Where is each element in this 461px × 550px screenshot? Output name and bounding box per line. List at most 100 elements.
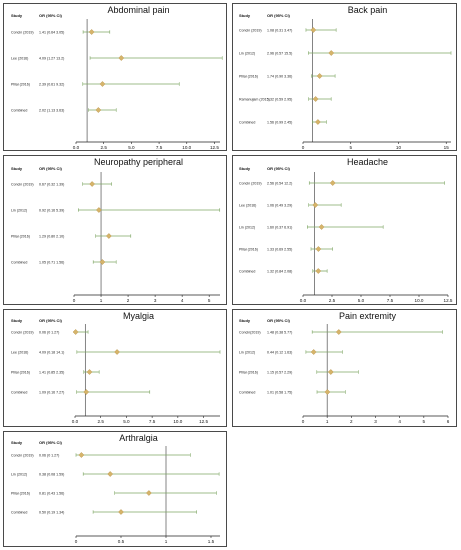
panel-title: Neuropathy peripheral <box>94 157 183 167</box>
panel-abdominal-pain: Abdominal pain Study OR (95% CI) Concin (20… <box>3 3 227 151</box>
study-label: Combined <box>239 120 255 124</box>
x-tick-label: 4 <box>398 419 401 424</box>
or-ci-label: 0.50 (0.19 1.34) <box>39 510 64 514</box>
study-label: Pillai (2016) <box>11 234 30 238</box>
point-estimate-diamond <box>315 268 322 274</box>
column-header-or: OR (95% CI) <box>267 166 291 171</box>
column-header-or: OR (95% CI) <box>267 13 291 18</box>
point-estimate-diamond <box>315 119 321 125</box>
point-estimate-diamond <box>118 509 124 515</box>
x-tick-label: 0.0 <box>73 145 80 150</box>
x-tick-label: 7.5 <box>156 145 163 150</box>
panel-headache: Headache Study OR (95% CI) Concin (2019) 2.5… <box>232 155 457 305</box>
or-ci-label: 0.67 (0.32 1.39) <box>39 182 64 186</box>
or-ci-label: 1.41 (0.85 2.35) <box>39 370 64 374</box>
x-tick-label: 3 <box>374 419 377 424</box>
point-estimate-diamond <box>88 29 95 35</box>
or-ci-label: 0.06 (0 1.27) <box>39 453 59 457</box>
column-header-or: OR (95% CI) <box>39 166 63 171</box>
forest-plot-headache: Headache Study OR (95% CI) Concin (2019) 2.5… <box>239 157 453 303</box>
study-label: Combined <box>239 390 255 394</box>
x-tick-label: 2.5 <box>98 419 105 424</box>
or-ci-label: 1.60 (0.37 6.91) <box>267 225 292 229</box>
x-tick-label: 5.0 <box>123 419 130 424</box>
point-estimate-diamond <box>312 96 319 102</box>
or-ci-label: 1.33 (0.69 2.55) <box>267 247 292 251</box>
study-label: Concin (2019) <box>11 30 34 34</box>
study-label: Combined <box>11 390 27 394</box>
or-ci-label: 2.39 (0.61 9.32) <box>39 82 64 86</box>
or-ci-label: 2.02 (1.13 3.63) <box>39 108 64 112</box>
point-estimate-diamond <box>99 81 106 87</box>
point-estimate-diamond <box>105 233 112 239</box>
study-label: Combined <box>11 260 27 264</box>
point-estimate-diamond <box>318 224 325 230</box>
point-estimate-diamond <box>89 181 95 187</box>
or-ci-label: 1.29 (0.80 2.10) <box>39 234 64 238</box>
x-tick-label: 7.5 <box>149 419 156 424</box>
or-ci-label: 1.48 (0.38 5.77) <box>267 330 292 334</box>
or-ci-label: 1.32 (0.59 2.95) <box>267 97 292 101</box>
point-estimate-diamond <box>95 107 102 113</box>
study-label: Lin (2012) <box>11 472 27 476</box>
forest-plot-neuropathy-peripheral: Neuropathy peripheral Study OR (95% CI) Con… <box>11 157 221 303</box>
or-ci-label: 0.38 (0.08 1.59) <box>39 472 64 476</box>
or-ci-label: 1.41 (0.64 3.05) <box>39 30 64 34</box>
point-estimate-diamond <box>316 73 323 79</box>
x-tick-label: 0 <box>75 539 78 544</box>
column-header-study: Study <box>239 318 251 323</box>
study-label: Combined <box>11 510 27 514</box>
study-label: Lin (2012) <box>239 225 255 229</box>
or-ci-label: 1.08 (0.31 3.47) <box>267 28 292 32</box>
column-header-or: OR (95% CI) <box>39 13 63 18</box>
or-ci-label: 1.74 (0.90 3.36) <box>267 74 292 78</box>
forest-plot-pain-extremity: Pain extremity Study OR (95% CI) Concin(201… <box>239 311 450 424</box>
or-ci-label: 1.01 (0.58 1.75) <box>267 390 292 394</box>
x-tick-label: 5.0 <box>358 298 365 303</box>
or-ci-label: 1.56 (0.99 2.45) <box>267 120 292 124</box>
x-tick-label: 2 <box>127 298 130 303</box>
point-estimate-diamond <box>118 55 125 61</box>
or-ci-label: 1.09 (0.16 7.27) <box>39 390 64 394</box>
x-tick-label: 7.5 <box>387 298 394 303</box>
x-tick-label: 1 <box>326 419 329 424</box>
point-estimate-diamond <box>78 452 85 458</box>
point-estimate-diamond <box>83 389 90 395</box>
point-estimate-diamond <box>72 329 79 335</box>
study-label: Concin (2019) <box>239 181 262 185</box>
or-ci-label: 2.96 (0.57 15.5) <box>267 51 292 55</box>
forest-plot-arthralgia: Arthralgia Study OR (95% CI) Concin (2019) 0… <box>11 433 220 544</box>
x-tick-label: 1 <box>165 539 168 544</box>
study-label: Pillai (2016) <box>11 370 30 374</box>
point-estimate-diamond <box>86 369 93 375</box>
or-ci-label: 1.06 (0.49 3.29) <box>267 203 292 207</box>
point-estimate-diamond <box>312 202 319 208</box>
x-tick-label: 2 <box>350 419 353 424</box>
point-estimate-diamond <box>324 389 331 395</box>
x-tick-label: 10.0 <box>182 145 191 150</box>
column-header-or: OR (95% CI) <box>267 318 291 323</box>
or-ci-label: 1.15 (0.57 2.29) <box>267 370 292 374</box>
forest-plot-myalgia: Myalgia Study OR (95% CI) Concin (2019) 0.06… <box>11 311 221 424</box>
x-tick-label: 2.5 <box>329 298 336 303</box>
point-estimate-diamond <box>310 349 317 355</box>
or-ci-label: 1.32 (0.84 2.08) <box>267 269 292 273</box>
forest-plot-back-pain: Back pain Study OR (95% CI) Concin (2019) 1.… <box>239 5 452 150</box>
point-estimate-diamond <box>329 180 336 186</box>
x-tick-label: 1.5 <box>208 539 215 544</box>
x-tick-label: 12.5 <box>444 298 453 303</box>
x-tick-label: 5 <box>423 419 426 424</box>
panel-arthralgia: Arthralgia Study OR (95% CI) Concin (2019) 0… <box>3 431 227 547</box>
study-label: Concin(2019) <box>239 330 261 334</box>
point-estimate-diamond <box>99 259 106 265</box>
study-label: Lee (2016) <box>11 350 28 354</box>
study-label: Concin (2019) <box>11 330 34 334</box>
column-header-study: Study <box>11 318 23 323</box>
point-estimate-diamond <box>315 246 322 252</box>
x-tick-label: 0.5 <box>118 539 125 544</box>
x-tick-label: 0 <box>302 145 305 150</box>
study-label: Concin (2019) <box>239 28 262 32</box>
panel-title: Back pain <box>348 5 388 15</box>
or-ci-label: 0.92 (0.16 5.39) <box>39 208 64 212</box>
x-tick-label: 5.0 <box>128 145 135 150</box>
